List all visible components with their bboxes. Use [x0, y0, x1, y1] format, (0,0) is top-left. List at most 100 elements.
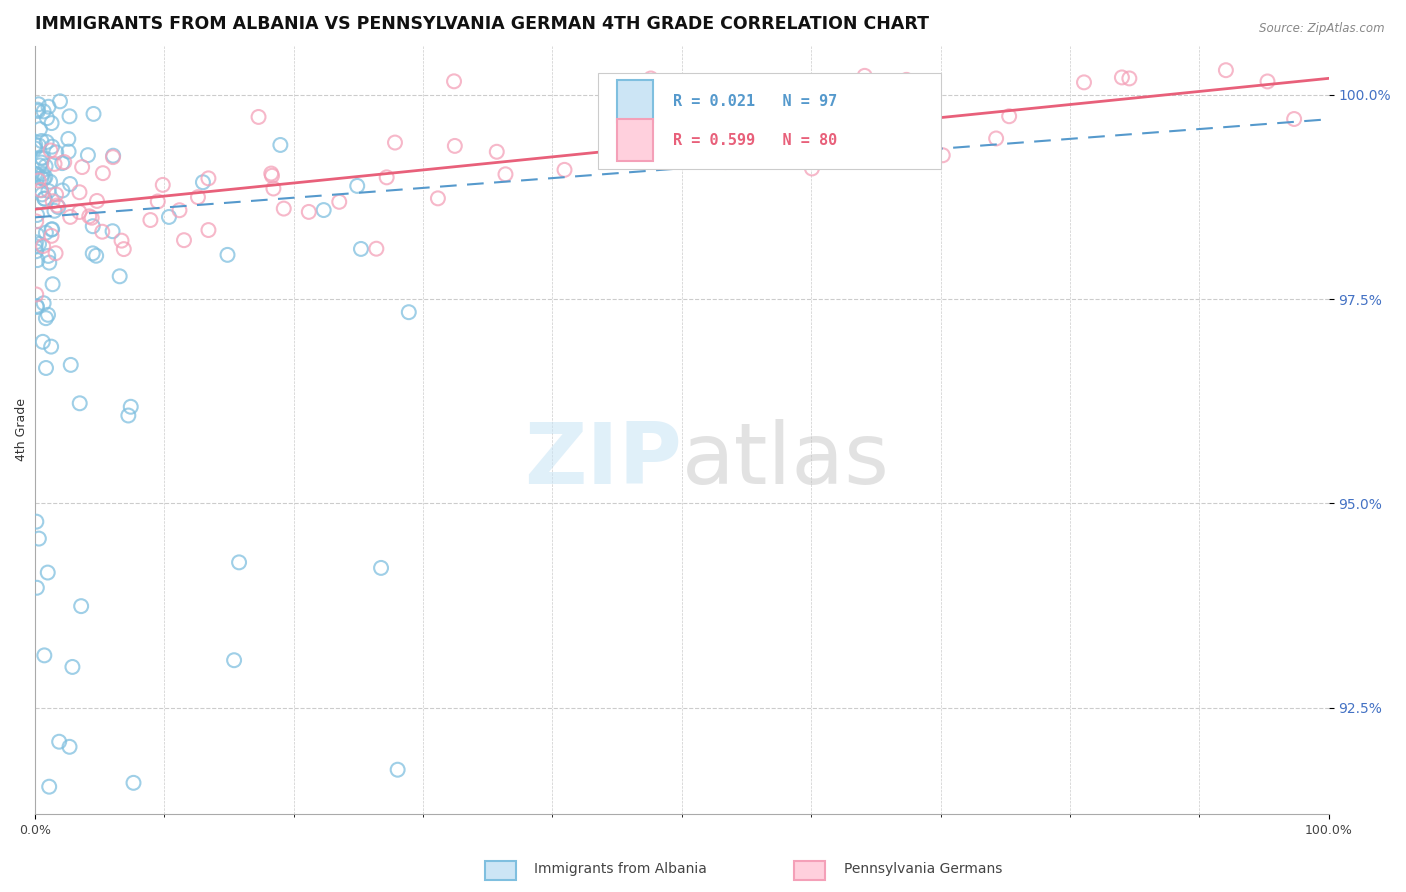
Point — [77, 210, 100, 224]
Point — [46, 198, 69, 212]
Point — [59, 210, 82, 224]
Point — [370, 561, 392, 575]
Point — [27, 253, 49, 268]
Point — [1256, 74, 1278, 88]
Point — [495, 167, 517, 181]
Point — [553, 162, 575, 177]
Point — [849, 87, 872, 102]
Point — [38, 255, 60, 269]
Point — [27, 97, 49, 112]
Point — [25, 287, 48, 301]
Point — [25, 244, 48, 259]
Point — [110, 234, 132, 248]
Point — [797, 142, 820, 156]
Point — [49, 95, 72, 109]
Point — [122, 776, 145, 790]
Point — [984, 131, 1007, 145]
Point — [312, 203, 335, 218]
Point — [398, 305, 420, 319]
Point — [269, 138, 291, 153]
Text: Source: ZipAtlas.com: Source: ZipAtlas.com — [1260, 22, 1385, 36]
Point — [101, 149, 124, 163]
Point — [606, 120, 628, 135]
Text: atlas: atlas — [682, 419, 890, 502]
Point — [37, 308, 59, 322]
Point — [426, 191, 449, 205]
Point — [1073, 75, 1095, 89]
Point — [45, 145, 67, 160]
Point — [41, 139, 63, 153]
Point — [69, 396, 91, 410]
Point — [91, 225, 114, 239]
Point — [30, 155, 52, 169]
Point — [191, 175, 214, 189]
Point — [25, 235, 48, 250]
Point — [101, 150, 124, 164]
Point — [70, 599, 93, 614]
Point — [485, 145, 508, 159]
Point — [887, 144, 910, 158]
Point — [24, 239, 46, 253]
Point — [27, 103, 49, 117]
Point — [77, 148, 100, 162]
Point — [828, 87, 851, 102]
Point — [152, 178, 174, 192]
Point — [67, 205, 90, 219]
Point — [624, 99, 647, 113]
Point — [31, 171, 53, 186]
Point — [34, 648, 56, 663]
Point — [46, 200, 69, 214]
Point — [688, 99, 710, 113]
Point — [998, 109, 1021, 123]
Point — [24, 142, 46, 156]
Point — [31, 334, 53, 349]
Point — [62, 660, 84, 674]
Point — [1215, 63, 1237, 78]
Point — [112, 242, 135, 256]
Point — [108, 269, 131, 284]
Point — [25, 581, 48, 595]
Point — [58, 132, 80, 146]
Point — [34, 192, 56, 206]
Point — [69, 186, 91, 200]
Point — [839, 149, 862, 163]
FancyBboxPatch shape — [617, 119, 654, 161]
Point — [37, 184, 59, 198]
Point — [41, 116, 63, 130]
Point — [117, 409, 139, 423]
Point — [671, 103, 693, 117]
Point — [711, 146, 734, 161]
Text: ZIP: ZIP — [524, 419, 682, 502]
Point — [932, 148, 955, 162]
Point — [35, 226, 58, 240]
Point — [91, 166, 114, 180]
Text: Immigrants from Albania: Immigrants from Albania — [534, 862, 707, 876]
Point — [32, 239, 55, 253]
Point — [24, 167, 46, 181]
Point — [82, 246, 104, 260]
Point — [884, 117, 907, 131]
Point — [39, 175, 62, 189]
Text: IMMIGRANTS FROM ALBANIA VS PENNSYLVANIA GERMAN 4TH GRADE CORRELATION CHART: IMMIGRANTS FROM ALBANIA VS PENNSYLVANIA … — [35, 15, 929, 33]
Point — [849, 80, 872, 95]
Point — [384, 136, 406, 150]
Point — [346, 178, 368, 193]
Point — [25, 515, 48, 529]
Point — [31, 152, 53, 166]
Text: Pennsylvania Germans: Pennsylvania Germans — [844, 862, 1002, 876]
Point — [44, 203, 66, 218]
Point — [35, 361, 58, 376]
Point — [39, 144, 62, 158]
Point — [59, 358, 82, 372]
Point — [34, 159, 56, 173]
Point — [1282, 112, 1305, 126]
Point — [83, 107, 105, 121]
Point — [28, 532, 51, 546]
Point — [58, 739, 80, 754]
Point — [28, 158, 51, 172]
Point — [640, 71, 662, 86]
Point — [173, 233, 195, 247]
Point — [45, 246, 67, 260]
Point — [59, 177, 82, 191]
Point — [101, 224, 124, 238]
